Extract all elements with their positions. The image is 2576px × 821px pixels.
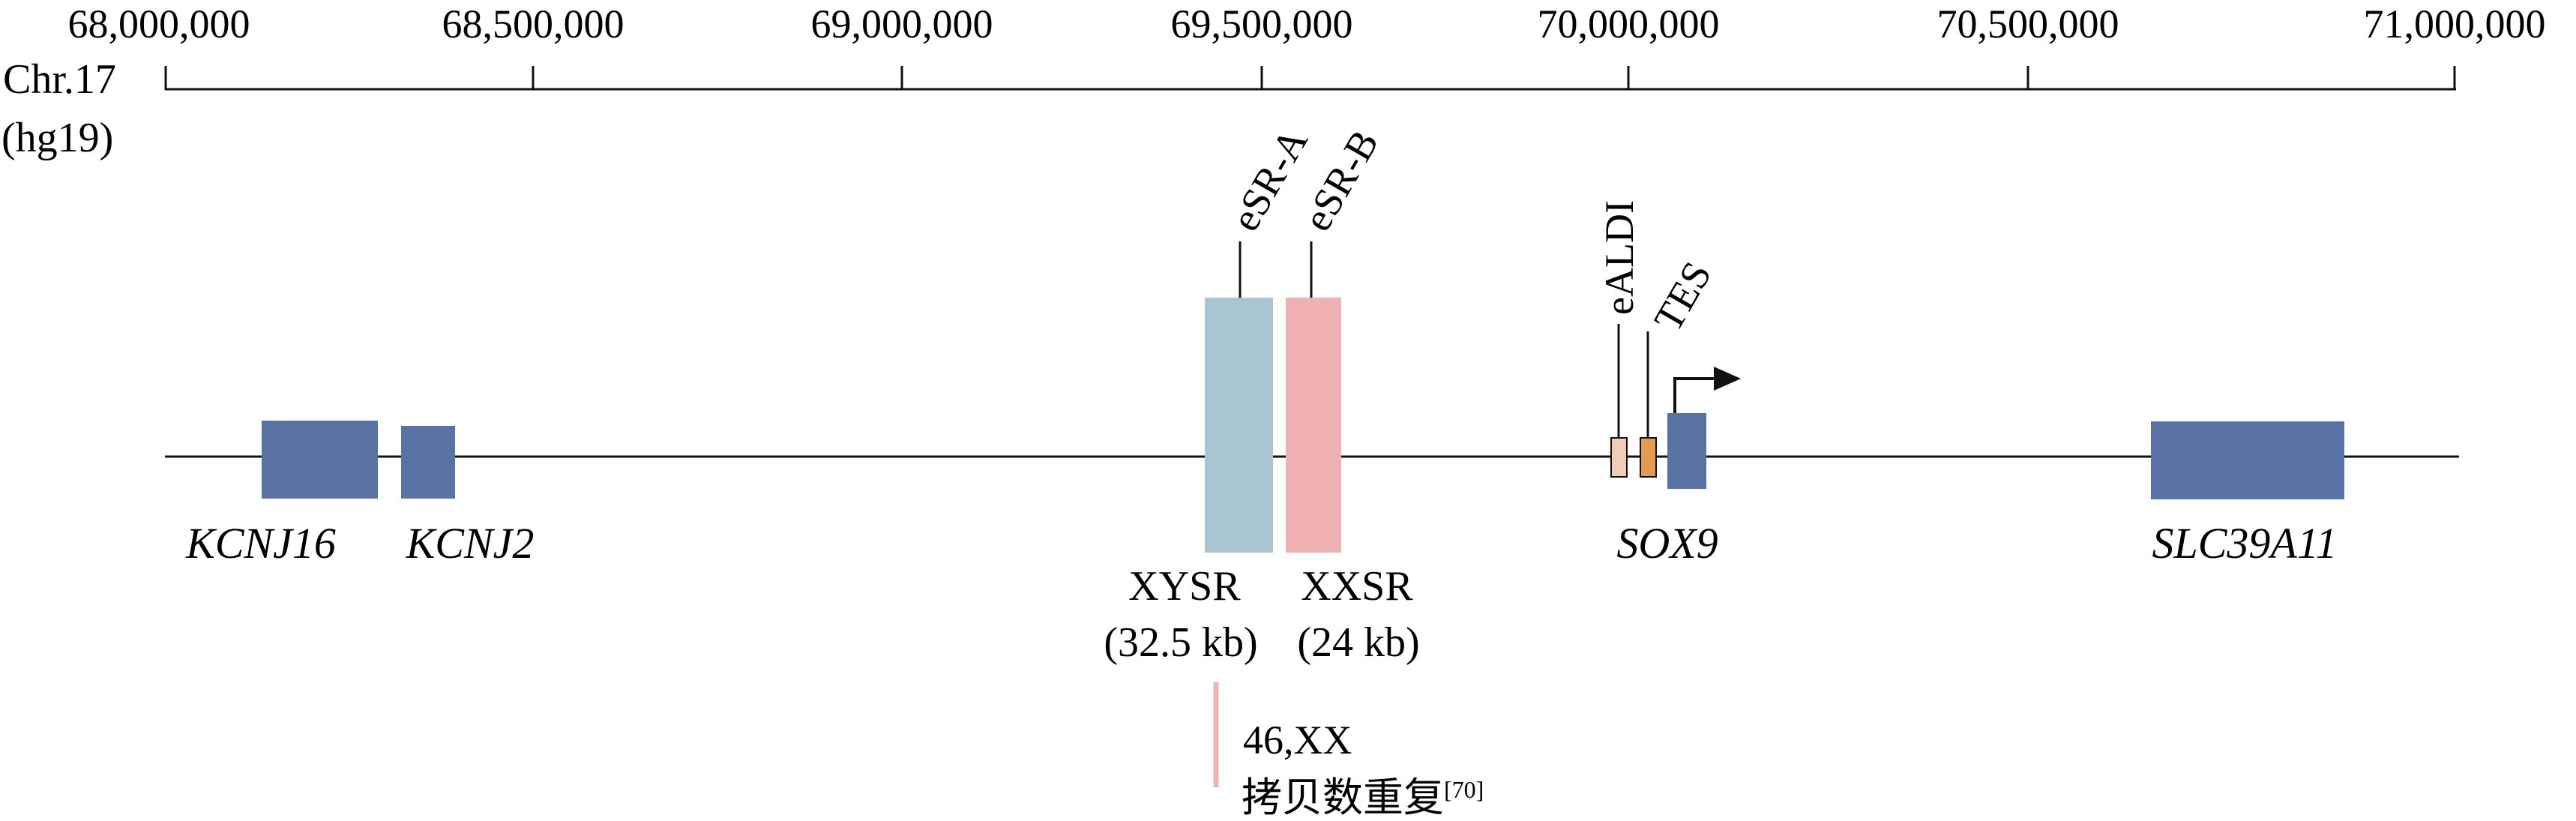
xxsr-name: XXSR — [1301, 563, 1413, 610]
xysr-name: XYSR — [1128, 563, 1241, 610]
assembly-label: (hg19) — [1, 115, 113, 161]
xysr-region — [1205, 298, 1273, 553]
axis-tick-label: 69,000,000 — [811, 1, 993, 46]
gene-box-kcnj2 — [401, 426, 455, 499]
copy-number-text: 拷贝数重复 — [1242, 775, 1444, 820]
sex-reversal-regions: eSR-A eSR-B XYSR (32.5 kb) XXSR (24 kb) — [1104, 121, 1419, 666]
axis-tick-label: 71,000,000 — [2364, 1, 2546, 46]
xxsr-size: (24 kb) — [1297, 619, 1419, 666]
genes: KCNJ16 KCNJ2 SOX9 SLC39A11 — [185, 413, 2344, 568]
duplication-description: 拷贝数重复[70] — [1242, 775, 1484, 820]
transcription-start-arrow — [1673, 367, 1741, 413]
gene-box-sox9 — [1667, 413, 1706, 489]
axis-tick-label: 70,000,000 — [1538, 1, 1720, 46]
gene-label-slc39a11: SLC39A11 — [2152, 519, 2337, 568]
ealdi-label: eALDI — [1597, 200, 1642, 315]
reference-citation: [70] — [1444, 776, 1484, 803]
axis-tick-label: 70,500,000 — [1937, 1, 2119, 46]
axis-tick-label: 68,500,000 — [442, 1, 625, 46]
arrow-stem — [1673, 377, 1717, 413]
tes-label: TES — [1645, 254, 1720, 339]
gene-label-sox9: SOX9 — [1616, 519, 1718, 568]
gene-label-kcnj16: KCNJ16 — [185, 519, 336, 568]
xysr-size: (32.5 kb) — [1104, 619, 1257, 666]
chromosome-label: Chr.17 — [3, 56, 116, 103]
axis-tick-label: 69,500,000 — [1171, 1, 1353, 46]
duplication-note: 46,XX 拷贝数重复[70] — [1213, 682, 1484, 820]
xxsr-region — [1286, 298, 1341, 553]
gene-label-kcnj2: KCNJ2 — [406, 519, 535, 568]
gene-box-kcnj16 — [262, 421, 378, 499]
ealdi-element — [1610, 437, 1628, 478]
coordinate-axis: 68,000,000 68,500,000 69,000,000 69,500,… — [1, 1, 2546, 161]
gene-box-slc39a11 — [2151, 421, 2344, 499]
tes-element — [1640, 437, 1657, 478]
arrow-head-icon — [1714, 367, 1741, 391]
axis-tick-label: 68,000,000 — [68, 1, 250, 46]
karyotype-label: 46,XX — [1243, 718, 1352, 763]
